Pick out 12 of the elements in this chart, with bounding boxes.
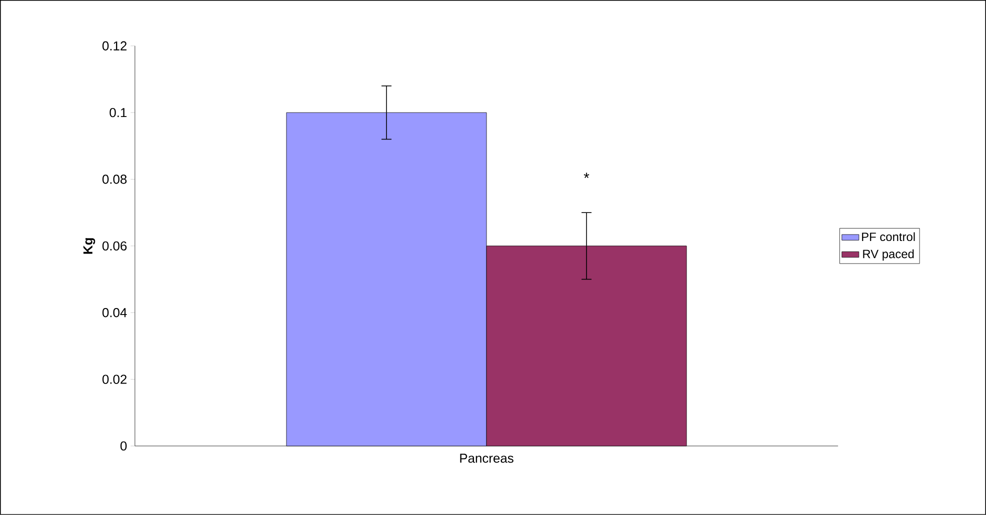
y-axis-title: Kg xyxy=(83,238,96,254)
x-tick-label: Pancreas xyxy=(460,454,514,463)
y-tick-label: 0.1 xyxy=(110,108,127,118)
y-tick-label: 0.12 xyxy=(102,41,127,51)
y-tick-label: 0.02 xyxy=(102,374,127,384)
y-tick-label: 0.04 xyxy=(102,308,127,318)
y-tick-label: 0.08 xyxy=(102,174,127,184)
annotation: * xyxy=(584,172,590,178)
legend-label: RV paced xyxy=(863,249,914,261)
y-tick-label: 0 xyxy=(120,441,127,451)
y-tick-label: 0.06 xyxy=(102,241,127,251)
legend-label: PF control xyxy=(862,232,915,242)
